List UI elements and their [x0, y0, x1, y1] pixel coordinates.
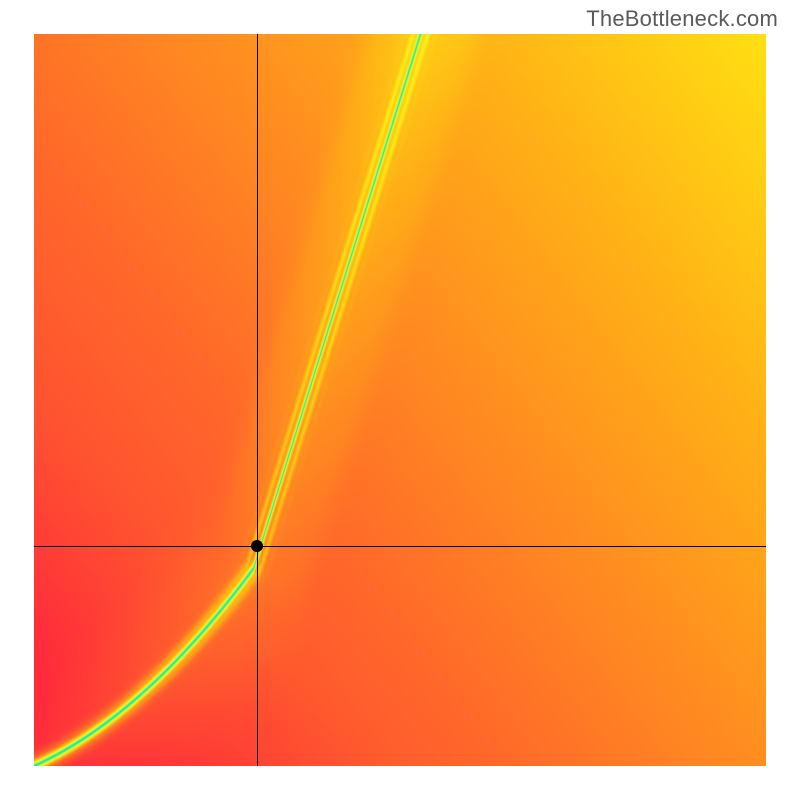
- watermark-text: TheBottleneck.com: [586, 6, 778, 32]
- crosshair-vertical: [257, 34, 259, 766]
- crosshair-marker: [251, 540, 263, 552]
- heatmap-canvas: [34, 34, 766, 766]
- crosshair-horizontal: [34, 546, 766, 548]
- heatmap-plot: [34, 34, 766, 766]
